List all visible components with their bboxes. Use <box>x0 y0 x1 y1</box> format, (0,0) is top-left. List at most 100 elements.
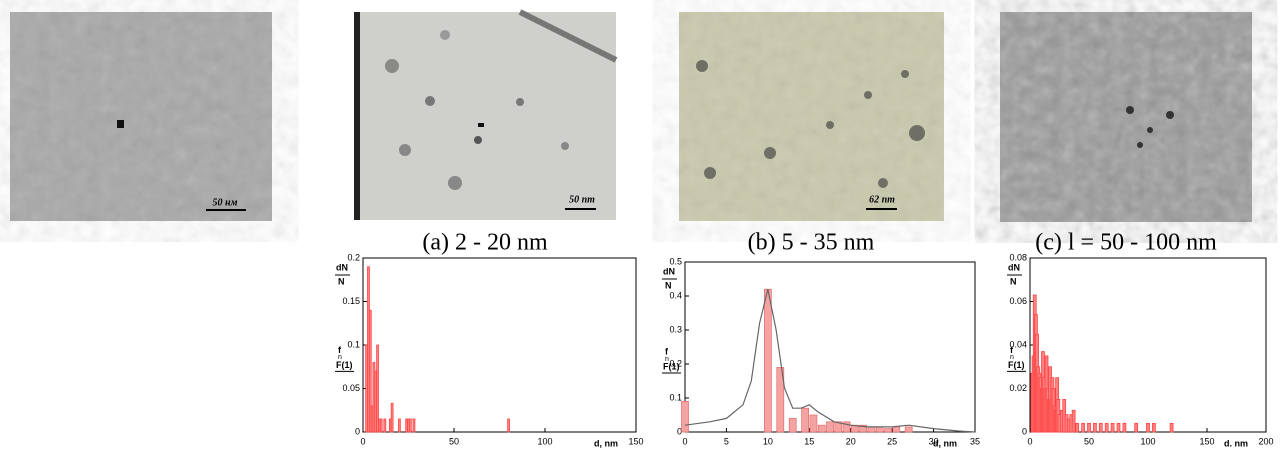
bar <box>412 418 416 433</box>
bar <box>842 421 851 433</box>
x-tick-label: 30 <box>929 436 939 446</box>
y-label-den: N <box>338 276 345 286</box>
bar <box>867 426 876 433</box>
y-tick-label: 0.3 <box>669 324 682 334</box>
bar <box>1087 422 1091 433</box>
x-axis-label: d, nm <box>933 438 957 448</box>
bar <box>408 418 412 433</box>
y-label2-num: f <box>338 345 342 355</box>
bar <box>1122 422 1127 433</box>
y-label-num: dN <box>1008 262 1020 272</box>
y-label2-num: f <box>665 346 669 356</box>
micrograph-4 <box>1000 12 1252 222</box>
y-tick-label: 0.05 <box>342 383 360 393</box>
micrograph-2 <box>354 9 618 220</box>
y-tick-label: 0.04 <box>1009 339 1027 349</box>
y-tick-label: 0.1 <box>669 392 682 402</box>
y-label2-num: f <box>1010 345 1014 355</box>
y-tick-label: 0.02 <box>1009 383 1027 393</box>
x-tick-label: 10 <box>763 436 773 446</box>
bar <box>834 421 843 433</box>
caption: (a) 2 - 20 nm <box>422 230 548 256</box>
scale-label: 50 нм <box>213 197 238 208</box>
x-tick-label: 50 <box>1084 436 1094 446</box>
x-tick-label: 20 <box>846 436 856 446</box>
x-tick-label: 50 <box>449 436 459 446</box>
caption: (c) l = 50 - 100 nm <box>1035 230 1217 256</box>
y-tick-label: 0.08 <box>1009 252 1027 262</box>
y-tick-label: 0.15 <box>342 296 360 306</box>
x-tick-label: 100 <box>1140 436 1155 446</box>
bar <box>884 428 892 433</box>
y-tick-label: 0.06 <box>1009 296 1027 306</box>
y-label2-sub: n <box>338 354 342 361</box>
bar <box>1075 422 1080 433</box>
bar <box>681 401 689 433</box>
y-label2-den: F(1) <box>1008 360 1025 370</box>
y-tick-label: 0.5 <box>669 256 682 266</box>
x-tick-label: 0 <box>682 436 687 446</box>
bar <box>859 424 867 433</box>
micrograph-3 <box>679 12 944 221</box>
y-tick-label: 0 <box>677 426 682 436</box>
y-label-den: N <box>665 280 672 290</box>
bar <box>904 426 913 433</box>
y-label2-den: F(1) <box>663 361 680 371</box>
x-tick-label: 15 <box>804 436 814 446</box>
y-tick-label: 0.1 <box>347 339 360 349</box>
x-axis-label: d, nm <box>594 438 618 448</box>
bar <box>1110 422 1115 433</box>
x-tick-label: 100 <box>537 436 552 446</box>
x-tick-label: 25 <box>887 436 897 446</box>
y-tick-label: 0.2 <box>669 358 682 368</box>
y-tick-label: 0.4 <box>669 290 682 300</box>
y-label2-sub: n <box>665 356 669 363</box>
bar <box>1071 409 1076 433</box>
y-label2-sub: n <box>1010 354 1014 361</box>
y-tick-label: 0.2 <box>347 252 360 262</box>
y-label-num: dN <box>336 262 348 272</box>
y-label-den: N <box>1010 276 1017 286</box>
y-tick-label: 0 <box>355 426 360 436</box>
micrograph-1 <box>10 12 272 221</box>
x-tick-label: 150 <box>1199 436 1214 446</box>
bar <box>383 418 387 433</box>
x-tick-label: 0 <box>360 436 365 446</box>
bar <box>368 309 372 433</box>
y-tick-label: 0 <box>1022 426 1027 436</box>
y-label-num: dN <box>663 266 675 276</box>
x-tick-label: 5 <box>724 436 729 446</box>
scale-label: 62 nm <box>869 194 895 205</box>
bar <box>1146 422 1150 433</box>
bar <box>826 421 834 433</box>
scale-label: 50 nm <box>569 194 595 205</box>
y-label2-den: F(1) <box>336 360 353 370</box>
bar <box>1169 422 1174 433</box>
caption: (b) 5 - 35 nm <box>748 230 875 256</box>
bar <box>809 414 818 433</box>
plot-frame <box>684 261 976 433</box>
bar <box>788 418 797 433</box>
bar <box>801 407 809 433</box>
bar <box>507 418 510 433</box>
bar <box>376 344 379 433</box>
bar <box>764 288 772 433</box>
x-tick-label: 200 <box>1258 436 1273 446</box>
bar <box>1116 422 1121 433</box>
bar <box>398 418 401 433</box>
bar <box>1093 422 1097 433</box>
bar <box>1081 422 1085 433</box>
bar <box>1104 422 1109 433</box>
x-axis-label: d. nm <box>1224 438 1248 448</box>
bar <box>817 424 826 433</box>
fit-curve <box>684 289 976 433</box>
bar <box>776 367 785 433</box>
bar <box>892 426 901 433</box>
bar <box>875 426 884 433</box>
bar <box>390 402 394 433</box>
bar <box>1134 422 1139 433</box>
bar <box>1152 422 1156 433</box>
x-tick-label: 35 <box>970 436 980 446</box>
x-tick-label: 0 <box>1027 436 1032 446</box>
